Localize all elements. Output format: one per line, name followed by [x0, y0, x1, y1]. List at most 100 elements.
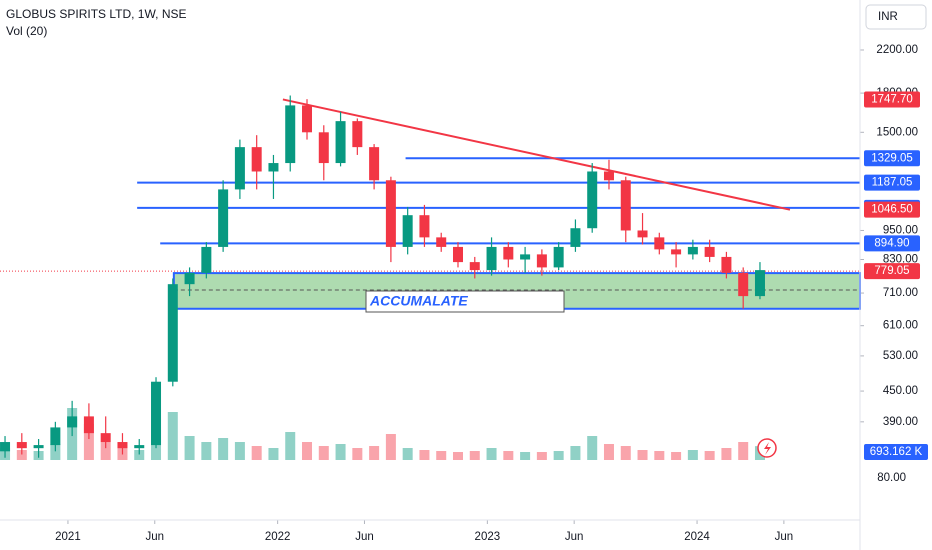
candle-body — [285, 105, 296, 164]
volume-bar — [369, 446, 380, 460]
candle-body — [50, 427, 61, 446]
volume-bar — [50, 444, 61, 460]
candle-body — [352, 121, 363, 148]
level-price-label: 1187.05 — [872, 177, 913, 189]
candle-body — [251, 147, 262, 172]
alert-bolt — [764, 442, 771, 455]
volume-bar — [302, 442, 313, 460]
level-price-label-box — [864, 235, 920, 252]
zone-label-box — [365, 290, 565, 313]
x-tick-label: Jun — [565, 531, 584, 543]
candle-body — [452, 246, 463, 263]
volume-bar — [486, 448, 497, 460]
volume-bar — [671, 452, 682, 460]
zone-label: ACCUMALATE — [369, 293, 468, 309]
volume-bar — [721, 448, 732, 460]
last-price-label-box — [864, 263, 920, 280]
volume-bar — [738, 442, 749, 460]
volume-bar — [587, 436, 598, 460]
candle-body — [117, 442, 128, 449]
trend-price-label: 1747.70 — [871, 93, 913, 105]
volume-bar — [469, 451, 480, 460]
y-tick-label: 710.00 — [883, 287, 918, 299]
candle-body — [570, 228, 581, 247]
candle-body — [738, 272, 749, 297]
y-tick-label: 2200.00 — [876, 44, 918, 56]
level-price-label-box — [864, 150, 920, 167]
candle-body — [671, 249, 682, 255]
level-price-label: 894.90 — [874, 237, 909, 249]
volume-bar — [251, 446, 262, 460]
x-tick-label: Jun — [145, 531, 164, 543]
volume-bar — [234, 442, 245, 460]
candle-body — [687, 246, 698, 255]
x-tick-label: 2022 — [265, 531, 291, 543]
candle-body — [704, 246, 715, 257]
volume-bar — [436, 451, 447, 460]
trend-price-label: 1046.50 — [871, 204, 913, 216]
currency-label: INR — [878, 11, 898, 23]
volume-bar — [16, 450, 27, 460]
volume-bar — [654, 451, 665, 460]
volume-bar — [335, 444, 346, 460]
chart-title: GLOBUS SPIRITS LTD, 1W, NSE — [6, 7, 187, 21]
volume-bar — [285, 432, 296, 460]
candle-body — [67, 416, 78, 428]
volume-bar — [385, 434, 396, 460]
candle-body — [369, 147, 380, 181]
volume-bar — [402, 448, 413, 460]
volume-bar — [452, 452, 463, 460]
volume-last-label: 693.162 K — [870, 446, 923, 458]
trend-price-label-box — [864, 201, 920, 218]
candle-body — [201, 246, 212, 273]
volume-bar — [83, 424, 94, 460]
x-tick-label: 2023 — [475, 531, 501, 543]
candle-body — [83, 416, 94, 434]
y-tick-label: 610.00 — [883, 320, 918, 332]
x-tick-label: 2021 — [55, 531, 81, 543]
volume-bar — [637, 450, 648, 460]
candle-body — [603, 171, 614, 181]
currency-box[interactable] — [865, 4, 927, 30]
candle-body — [520, 254, 531, 260]
candle-body — [754, 270, 765, 297]
volume-bar — [520, 452, 531, 460]
candle-body — [654, 237, 665, 250]
volume-bar — [419, 450, 430, 460]
volume-bar — [603, 444, 614, 460]
volume-bar — [318, 446, 329, 460]
volume-last-box — [864, 444, 928, 460]
candle-body — [587, 171, 598, 229]
candle-body — [721, 256, 732, 273]
volume-bar — [201, 442, 212, 460]
candle-body — [134, 445, 145, 449]
volume-bar — [570, 446, 581, 460]
candle-body — [402, 215, 413, 247]
last-price-label: 779.05 — [874, 265, 909, 277]
x-tick-label: 2024 — [684, 531, 710, 543]
candle-body — [318, 132, 329, 164]
candle-body — [151, 381, 162, 446]
volume-bar — [704, 451, 715, 460]
y-tick-label: 390.00 — [883, 416, 918, 428]
candle-body — [302, 105, 313, 133]
candle-body — [419, 215, 430, 238]
volume-bar — [218, 438, 229, 460]
level-price-label: 1329.05 — [871, 152, 913, 164]
y-tick-label: 1500.00 — [876, 126, 918, 138]
volume-bar — [184, 436, 195, 460]
candle-body — [218, 189, 229, 247]
level-price-label-box — [864, 174, 920, 191]
candle-body — [268, 163, 279, 172]
candle-body — [385, 180, 396, 247]
volume-bar — [687, 450, 698, 460]
candle-body — [637, 230, 648, 238]
volume-bar — [536, 452, 547, 460]
candle-body — [100, 433, 111, 443]
candle-body — [16, 442, 27, 449]
candle-body — [167, 284, 178, 382]
candle-body — [0, 442, 11, 452]
candle-body — [503, 246, 514, 260]
